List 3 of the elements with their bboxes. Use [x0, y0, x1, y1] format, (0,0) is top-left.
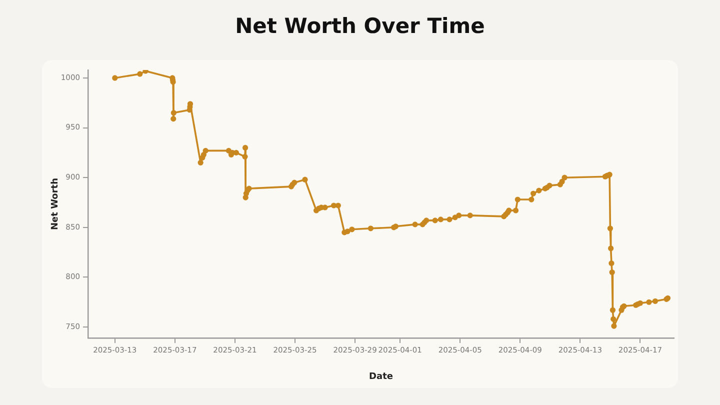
x-axis-title: Date: [369, 372, 393, 382]
chart-title: Net Worth Over Time: [234, 14, 486, 38]
y-axis-title: Net Worth: [50, 178, 61, 230]
